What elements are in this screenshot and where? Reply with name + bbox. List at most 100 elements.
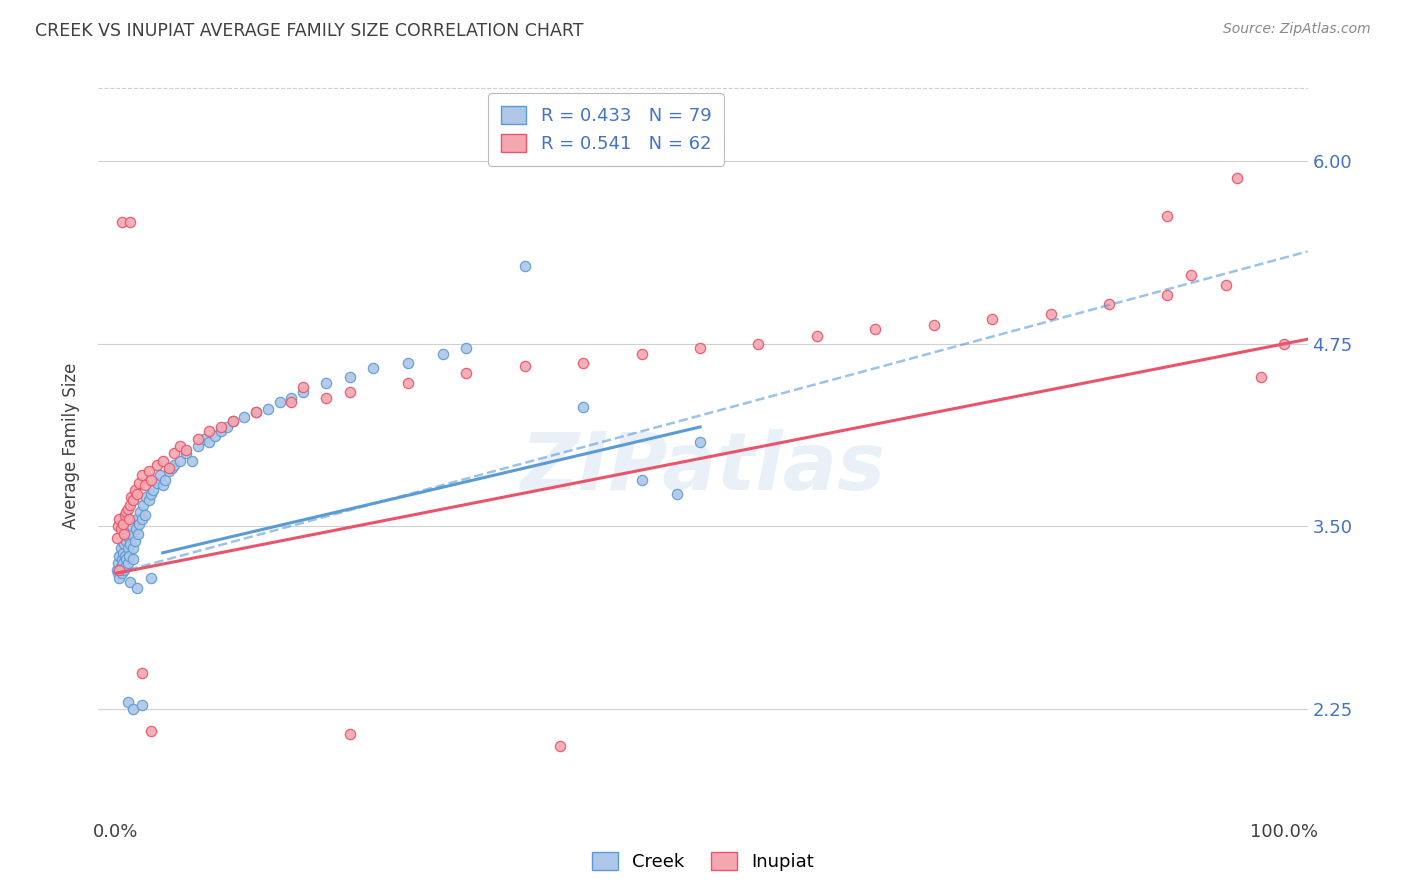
Point (280, 395, 302, 409)
Point (115, 551, 138, 566)
Point (134, 508, 156, 522)
Point (128, 475, 150, 490)
Point (122, 702, 145, 716)
Point (131, 698, 153, 712)
Point (117, 502, 139, 516)
Point (124, 483, 146, 497)
Point (1180, 268, 1202, 282)
Point (361, 361, 384, 376)
Y-axis label: Average Family Size: Average Family Size (62, 363, 80, 529)
Point (124, 534, 146, 549)
Point (117, 541, 139, 556)
Point (146, 475, 169, 490)
Point (111, 556, 134, 570)
Point (222, 414, 245, 428)
Point (146, 458, 169, 472)
Point (117, 695, 139, 709)
Point (456, 341, 478, 355)
Point (115, 534, 138, 549)
Point (134, 478, 156, 492)
Text: ZIPatlas: ZIPatlas (520, 429, 886, 507)
Point (187, 439, 209, 453)
Point (107, 566, 129, 581)
Point (131, 665, 153, 680)
Point (269, 395, 291, 409)
Point (222, 414, 245, 428)
Legend: Creek, Inupiat: Creek, Inupiat (585, 845, 821, 879)
Point (153, 473, 176, 487)
Point (117, 556, 139, 570)
Point (1039, 307, 1062, 321)
Point (981, 311, 1004, 326)
Point (108, 563, 131, 577)
Point (157, 461, 180, 475)
Point (110, 541, 132, 556)
Point (1272, 336, 1295, 351)
Point (315, 376, 337, 390)
Point (665, 487, 688, 501)
Point (111, 566, 134, 581)
Point (122, 493, 145, 508)
Point (131, 468, 153, 483)
Legend: R = 0.433   N = 79, R = 0.541   N = 62: R = 0.433 N = 79, R = 0.541 N = 62 (488, 93, 724, 166)
Point (630, 473, 652, 487)
Point (112, 537, 135, 551)
Point (396, 356, 419, 370)
Point (245, 405, 267, 419)
Point (1215, 278, 1237, 293)
Point (291, 380, 314, 394)
Point (105, 531, 128, 545)
Point (139, 724, 162, 739)
Point (110, 522, 132, 536)
Point (163, 446, 186, 460)
Point (1156, 210, 1178, 224)
Point (149, 468, 172, 483)
Point (111, 551, 134, 566)
Point (209, 425, 232, 439)
Point (121, 519, 143, 533)
Point (169, 439, 191, 453)
Point (125, 512, 148, 526)
Point (127, 526, 149, 541)
Point (432, 347, 454, 361)
Point (513, 259, 536, 273)
Point (142, 483, 165, 497)
Point (107, 556, 129, 570)
Point (118, 215, 141, 229)
Point (112, 526, 135, 541)
Point (114, 549, 136, 563)
Point (108, 512, 131, 526)
Point (180, 453, 202, 467)
Point (118, 549, 141, 563)
Point (139, 571, 162, 585)
Point (174, 446, 197, 460)
Point (107, 519, 129, 533)
Point (198, 425, 221, 439)
Point (160, 461, 183, 475)
Point (315, 391, 337, 405)
Point (114, 560, 136, 574)
Point (108, 549, 131, 563)
Point (169, 453, 191, 467)
Point (152, 453, 174, 467)
Point (339, 727, 361, 741)
Point (689, 434, 711, 449)
Point (204, 429, 226, 443)
Point (118, 575, 141, 590)
Point (572, 356, 595, 370)
Point (339, 384, 361, 399)
Point (215, 420, 238, 434)
Point (245, 405, 267, 419)
Point (135, 490, 157, 504)
Point (865, 322, 887, 336)
Point (111, 516, 134, 531)
Point (689, 341, 711, 355)
Point (128, 516, 150, 531)
Point (122, 551, 145, 566)
Point (339, 370, 361, 384)
Point (256, 402, 278, 417)
Point (747, 336, 769, 351)
Point (122, 541, 145, 556)
Point (572, 400, 595, 414)
Point (1226, 171, 1249, 186)
